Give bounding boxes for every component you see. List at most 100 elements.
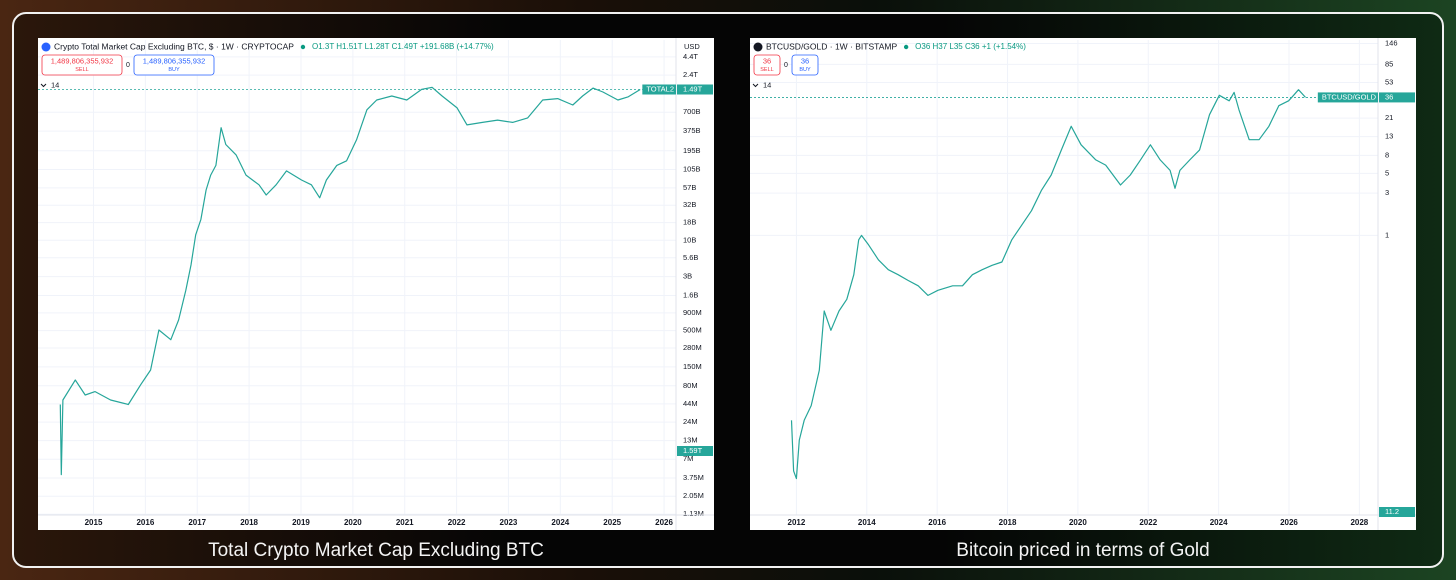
- ohlc: O36 H37 L35 C36 +1 (+1.54%): [915, 42, 1026, 51]
- y-tick-label: 7M: [683, 454, 693, 463]
- y-tick-label: 280M: [683, 343, 702, 352]
- sell-button: [753, 54, 781, 76]
- x-tick-label: 2015: [85, 518, 103, 527]
- last-price-name: TOTAL2: [646, 84, 674, 93]
- x-tick-label: 2021: [396, 518, 414, 527]
- y-tick-label: 80M: [683, 381, 698, 390]
- currency: USD: [684, 42, 700, 51]
- last-price-box: [677, 84, 713, 95]
- chart-panel: 2012 2014 2016 2018 2020 2022 2024 2026 2028 146 8…: [750, 38, 1416, 530]
- x-tick-label: 2018: [240, 518, 258, 527]
- x-tick-label: 2026: [655, 518, 673, 527]
- y-tick-label: 24M: [683, 417, 698, 426]
- symbol-icon: [753, 42, 763, 52]
- y-tick-label: 1.6B: [683, 291, 698, 300]
- buy-price: 1,489,806,355,932: [143, 56, 206, 65]
- status-dot: [300, 44, 306, 50]
- sell-label: SELL: [760, 67, 773, 73]
- y-tick-label: 150M: [683, 362, 702, 371]
- buy-label: BUY: [168, 67, 180, 73]
- last-price-label: 1.49T: [683, 84, 703, 93]
- y-tick-label: 18B: [683, 218, 696, 227]
- y-tick-label: 1.13M: [683, 509, 704, 518]
- x-tick-label: 2014: [858, 518, 876, 527]
- x-tick-label: 2023: [500, 518, 518, 527]
- collapsed-count: 14: [51, 80, 59, 89]
- y-tick-label: 2.4T: [683, 70, 698, 79]
- caption: Total Crypto Market Cap Excluding BTC: [208, 540, 544, 561]
- spread: 0: [126, 62, 130, 69]
- sell-button: [41, 54, 123, 76]
- y-tick-label: 10B: [683, 235, 696, 244]
- buy-button[interactable]: [791, 54, 819, 76]
- y-tick-label: 3.75M: [683, 473, 704, 482]
- y-tick-label: 500M: [683, 326, 702, 335]
- y-tick-label: 195B: [683, 146, 701, 155]
- sell-price: 36: [763, 56, 771, 65]
- chart-panel: 2015 2016 2017 2018 2019 2020 2021 2022 2023 2024…: [38, 38, 714, 530]
- y-tick-label: 3: [1385, 188, 1389, 197]
- y-tick-label: 85: [1385, 59, 1393, 68]
- x-tick-label: 2012: [788, 518, 806, 527]
- x-tick-label: 2022: [1139, 518, 1157, 527]
- buy-button[interactable]: [133, 54, 215, 76]
- y-tick-label: 700B: [683, 107, 701, 116]
- volume-label: 11.2: [1385, 507, 1399, 516]
- collapsed-count: 14: [763, 80, 771, 89]
- x-tick-label: 2025: [603, 518, 621, 527]
- last-price-name: BTCUSD/GOLD: [1322, 92, 1377, 101]
- chart-title: BTCUSD/GOLD · 1W · BITSTAMP: [766, 41, 897, 51]
- last-price-name-box: [1317, 92, 1378, 103]
- x-tick-label: 2026: [1280, 518, 1298, 527]
- x-tick-label: 2016: [928, 518, 946, 527]
- y-tick-label: 2.05M: [683, 491, 704, 500]
- buy-price: 36: [801, 56, 809, 65]
- y-tick-label: 375B: [683, 126, 701, 135]
- status-dot: [903, 44, 909, 50]
- collapse-chevron: [752, 83, 759, 88]
- last-price-box: [1379, 92, 1415, 103]
- y-tick-label: 13M: [683, 436, 698, 445]
- y-tick-label: 8: [1385, 150, 1389, 159]
- x-tick-label: 2024: [1210, 518, 1228, 527]
- y-tick-label: 5.6B: [683, 253, 698, 262]
- buy-label: BUY: [799, 67, 811, 73]
- price-line: [59, 86, 641, 476]
- y-tick-label: 3B: [683, 272, 692, 281]
- x-tick-label: 2024: [551, 518, 569, 527]
- caption: Bitcoin priced in terms of Gold: [956, 540, 1210, 561]
- volume-label-box: [677, 446, 713, 456]
- x-tick-label: 2020: [344, 518, 362, 527]
- spread: 0: [784, 62, 788, 69]
- chart: 2015 2016 2017 2018 2019 2020 2021 2022 2023 2024…: [38, 38, 714, 530]
- collapse-chevron: [40, 83, 47, 88]
- chart: 2012 2014 2016 2018 2020 2022 2024 2026 2028 146 8…: [750, 38, 1416, 530]
- volume-label-box: [1379, 507, 1415, 517]
- last-price-label: 36: [1385, 92, 1393, 101]
- y-tick-label: 900M: [683, 308, 702, 317]
- y-tick-label: 32B: [683, 200, 696, 209]
- x-tick-label: 2022: [448, 518, 466, 527]
- y-tick-label: 5: [1385, 168, 1389, 177]
- x-tick-label: 2020: [1069, 518, 1087, 527]
- y-tick-label: 1: [1385, 230, 1389, 239]
- price-line: [790, 89, 1306, 480]
- y-tick-label: 4.4T: [683, 52, 698, 61]
- y-tick-label: 146: [1385, 39, 1398, 48]
- x-tick-label: 2017: [188, 518, 206, 527]
- y-tick-label: 44M: [683, 399, 698, 408]
- y-tick-label: 13: [1385, 132, 1393, 141]
- symbol-icon: [41, 42, 51, 52]
- y-tick-label: 105B: [683, 164, 701, 173]
- y-tick-label: 53: [1385, 78, 1393, 87]
- y-tick-label: 57B: [683, 183, 696, 192]
- sell-price: 1,489,806,355,932: [51, 56, 114, 65]
- last-price-name-box: [642, 84, 676, 95]
- x-tick-label: 2019: [292, 518, 310, 527]
- x-tick-label: 2018: [999, 518, 1017, 527]
- x-tick-label: 2028: [1350, 518, 1368, 527]
- volume-label: 1.59T: [683, 446, 703, 455]
- x-tick-label: 2016: [136, 518, 154, 527]
- y-tick-label: 21: [1385, 113, 1393, 122]
- chart-title: Crypto Total Market Cap Excluding BTC, $…: [54, 41, 294, 51]
